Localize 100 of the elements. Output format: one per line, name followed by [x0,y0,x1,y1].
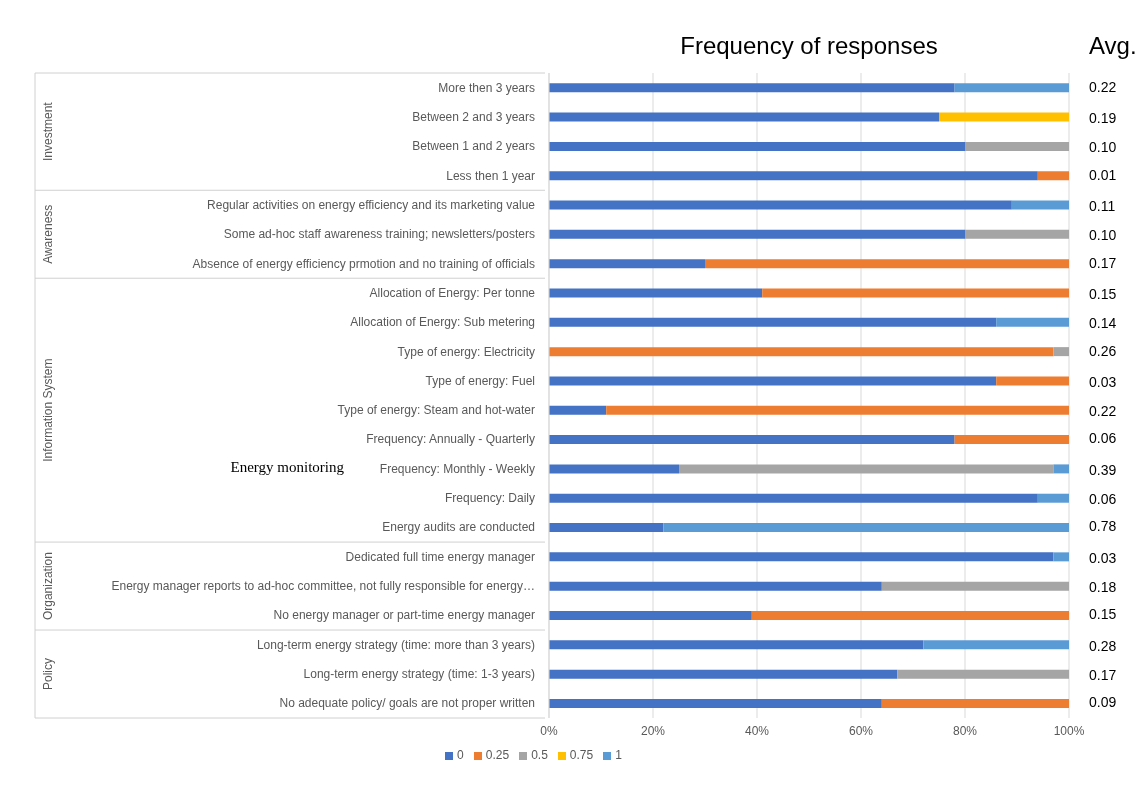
text: 0.15 [1089,606,1117,623]
text: Avg. [1089,32,1137,60]
bar [762,288,1069,298]
bar [549,581,882,591]
bar [549,288,763,298]
y-tick-label: No energy manager or part-time energy manager [273,608,535,623]
y-tick-label: No adequate policy/ goals are not proper written [279,696,535,711]
bar [549,552,1054,562]
y-tick-label: Regular activities on energy efficiency and its marketing value [207,197,536,212]
y-tick-label: Frequency: Annually - Quarterly [366,432,535,447]
bar [1053,464,1069,474]
bar [549,405,607,415]
legend-label: 0 [457,748,464,762]
text: Organization [41,552,55,621]
bar [679,464,1054,474]
y-tick-label: Type of energy: Electricity [397,344,535,359]
text: 0.22 [1089,78,1117,95]
text: 0.06 [1089,430,1117,447]
bar [549,141,965,151]
text: 0.03 [1089,373,1117,390]
y-tick-label: Frequency: Monthly - Weekly [379,461,535,476]
text: 0.17 [1089,254,1117,271]
text: 0.78 [1089,518,1117,535]
x-tick-label: 100% [1053,723,1085,738]
text: 0.22 [1089,403,1117,420]
bar [1037,493,1069,503]
bar [549,669,898,679]
text: Awareness [41,204,55,264]
text: Energy monitoring [230,458,344,476]
x-tick-label: 40% [744,723,770,738]
bar [881,698,1069,708]
bar [996,317,1069,327]
text: Information System [41,358,55,462]
chart-title: Frequency of responses [679,32,939,60]
text: 0.14 [1089,315,1117,332]
bar [954,435,1069,445]
text: 0.26 [1089,342,1117,359]
bar [663,523,1069,533]
bar [1053,347,1069,357]
legend-label: 1 [615,748,622,762]
bar [965,141,1069,151]
x-tick-label: 20% [640,723,666,738]
x-tick-label: 80% [952,723,978,738]
bar [996,376,1069,386]
text: 0.10 [1089,227,1117,244]
text: 0.09 [1089,694,1117,711]
bar [939,112,1069,122]
bar [965,229,1069,239]
bar [549,171,1038,181]
bar [881,581,1069,591]
y-tick-label: Between 2 and 3 years [412,109,535,124]
bar [549,640,924,650]
x-tick-label: 60% [848,723,874,738]
text: 0.06 [1089,491,1117,508]
y-tick-label: Between 1 and 2 years [412,139,535,154]
text: 0.11 [1089,197,1116,214]
bar [751,610,1069,620]
bar [705,259,1069,269]
y-tick-label: Long-term energy strategy (time: 1-3 years) [303,667,535,682]
bar [549,523,664,533]
bar [549,317,997,327]
bar [549,83,955,93]
bar [549,698,882,708]
y-tick-label: Energy audits are conducted [382,520,535,535]
text: Policy [41,658,55,691]
y-tick-label: Energy manager reports to ad-hoc committee, not fully responsible for energy… [111,579,535,594]
text: 0.39 [1089,461,1117,478]
text: 0.10 [1089,139,1117,156]
text: 0.19 [1089,109,1117,126]
bar [1037,171,1069,181]
y-tick-label: More then 3 years [438,80,535,95]
bar [549,435,955,445]
bar [549,464,679,474]
bar [923,640,1069,650]
text: Investment [41,101,55,161]
bar [549,259,705,269]
text: 0.03 [1089,549,1117,566]
x-tick-label: 0% [540,723,558,738]
y-tick-label: Frequency: Daily [444,491,535,506]
text: 0.01 [1089,166,1117,183]
legend-label: 0.25 [485,748,510,762]
text: 0.17 [1089,667,1117,684]
bar [549,200,1012,210]
legend-label: 0.5 [531,748,548,762]
y-tick-label: Absence of energy efficiency prmotion and no training of officials [192,256,535,271]
bar [897,669,1069,679]
y-tick-label: Allocation of Energy: Per tonne [369,285,536,300]
y-tick-label: Dedicated full time energy manager [345,549,535,564]
text: 0.28 [1089,637,1117,654]
y-tick-label: Less then 1 year [446,168,535,183]
y-tick-label: Type of energy: Steam and hot-water [337,403,535,418]
bar [606,405,1069,415]
bar [549,376,997,386]
bar [549,610,752,620]
y-tick-label: Some ad-hoc staff awareness training; newsletters/posters [223,227,535,242]
text: 0.18 [1089,579,1117,596]
bar [1053,552,1069,562]
legend-label: 0.75 [569,748,594,762]
bar [954,83,1069,93]
y-tick-label: Allocation of Energy: Sub metering [350,315,535,330]
